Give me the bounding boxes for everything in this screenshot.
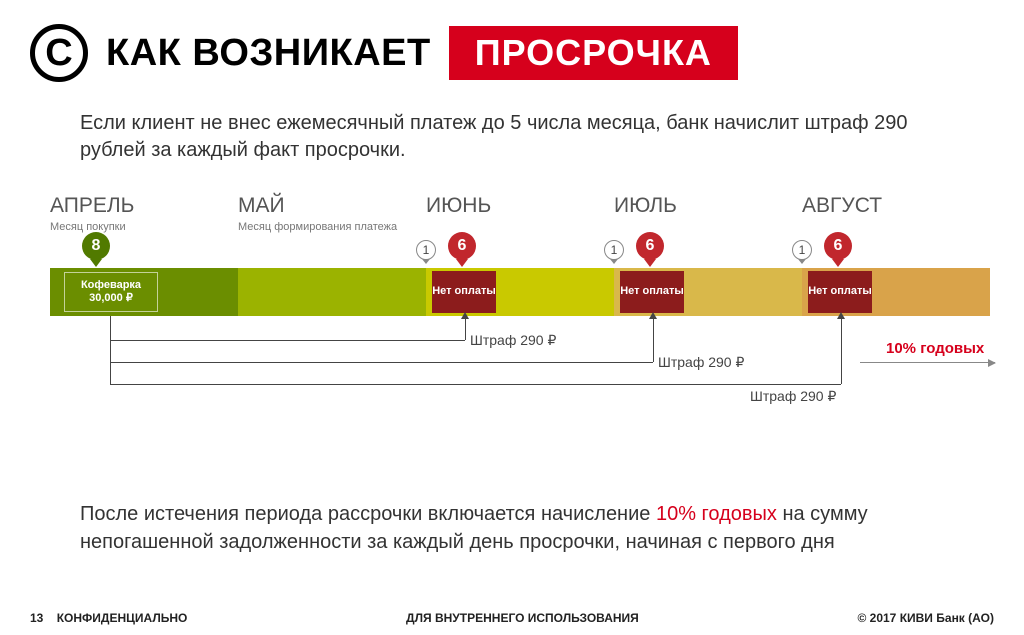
title-primary: КАК ВОЗНИКАЕТ [106,32,431,75]
bottom-red: 10% годовых [656,503,777,525]
annual-arrow [860,362,995,363]
month-name: АПРЕЛЬ [50,194,238,218]
month-col: ИЮНЬ [426,194,614,233]
day1-pin: 1 [604,240,624,260]
month-col: АВГУСТ [802,194,990,233]
purchase-label: Кофеварка [65,279,157,292]
month-sub: Месяц формирования платежа [238,221,426,233]
nopay-box: Нет оплаты [808,271,872,313]
purchase-pin: 8 [82,232,110,260]
month-sub: Месяц покупки [50,221,238,233]
bottom-t1: После истечения периода рассрочки включа… [80,503,656,525]
confidential-label: КОНФИДЕНЦИАЛЬНО [57,611,188,625]
logo-icon: C [30,24,88,82]
footer: 13 КОНФИДЕНЦИАЛЬНО ДЛЯ ВНУТРЕННЕГО ИСПОЛ… [0,611,1024,625]
timeline: АПРЕЛЬ Месяц покупки МАЙ Месяц формирова… [30,194,994,424]
month-name: ИЮЛЬ [614,194,802,218]
segment-june: 1 6 Нет оплаты [426,268,614,316]
month-name: АВГУСТ [802,194,990,218]
overdue-pin: 6 [448,232,476,260]
segment-april: 8 Кофеварка 30,000 ₽ [50,268,238,316]
day1-pin: 1 [792,240,812,260]
day1-pin: 1 [416,240,436,260]
segment-july: 1 6 Нет оплаты [614,268,802,316]
month-col: ИЮЛЬ [614,194,802,233]
annual-label: 10% годовых [886,340,984,357]
copyright-label: © 2017 КИВИ Банк (АО) [857,611,994,625]
month-name: МАЙ [238,194,426,218]
nopay-box: Нет оплаты [620,271,684,313]
timeline-bar: 8 Кофеварка 30,000 ₽ 1 6 Нет оплаты 1 6 … [50,268,990,316]
header: C КАК ВОЗНИКАЕТ ПРОСРОЧКА [0,0,1024,92]
title-highlight: ПРОСРОЧКА [449,26,738,80]
purchase-box: Кофеварка 30,000 ₽ [64,272,158,312]
bottom-text: После истечения периода рассрочки включа… [80,500,964,556]
page-number: 13 [30,611,43,625]
month-col: МАЙ Месяц формирования платежа [238,194,426,233]
nopay-box: Нет оплаты [432,271,496,313]
purchase-price: 30,000 ₽ [65,292,157,305]
overdue-pin: 6 [636,232,664,260]
month-name: ИЮНЬ [426,194,614,218]
penalty-label: Штраф 290 ₽ [658,354,744,371]
segment-may [238,268,426,316]
internal-use-label: ДЛЯ ВНУТРЕННЕГО ИСПОЛЬЗОВАНИЯ [406,611,639,625]
penalty-label: Штраф 290 ₽ [470,332,556,349]
intro-text: Если клиент не внес ежемесячный платеж д… [0,92,1024,174]
footer-left: 13 КОНФИДЕНЦИАЛЬНО [30,611,187,625]
month-labels: АПРЕЛЬ Месяц покупки МАЙ Месяц формирова… [50,194,994,233]
penalty-label: Штраф 290 ₽ [750,388,836,405]
month-col: АПРЕЛЬ Месяц покупки [50,194,238,233]
overdue-pin: 6 [824,232,852,260]
segment-august: 1 6 Нет оплаты [802,268,990,316]
